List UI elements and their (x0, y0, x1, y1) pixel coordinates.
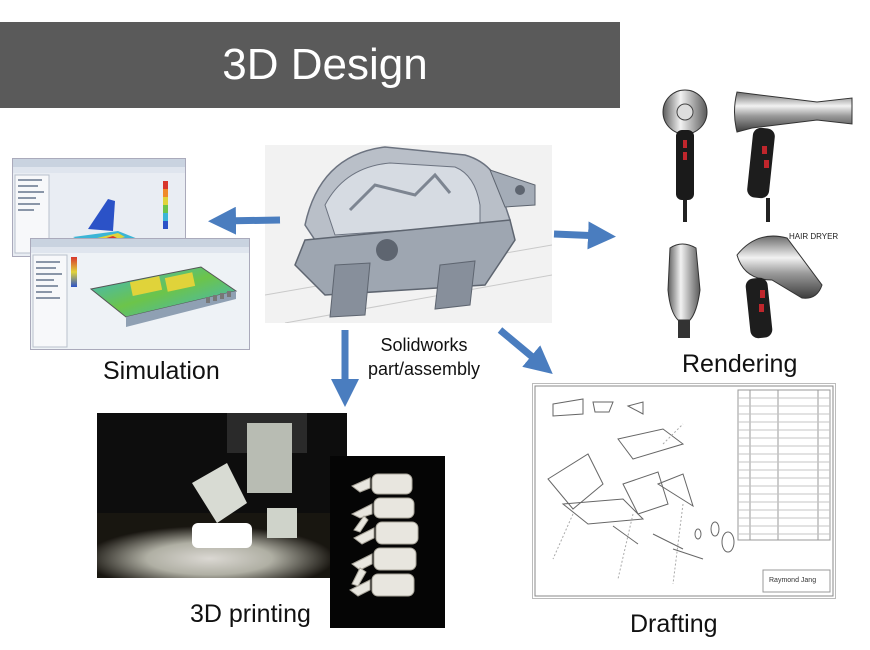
printed-spine-photo (330, 456, 445, 628)
3d-printing-label: 3D printing (190, 600, 311, 628)
arrow-to-simulation (208, 206, 281, 235)
render-product-label: HAIR DRYER (789, 232, 838, 241)
drafting-label: Drafting (630, 610, 718, 638)
rendering-label: Rendering (682, 350, 798, 378)
center-label-line-1: Solidworks (380, 335, 468, 355)
center-label-line-2: part/assembly (367, 359, 481, 379)
simulation-screenshot-front (30, 238, 250, 350)
arrow-to-drafting (497, 327, 553, 374)
simulation-label: Simulation (103, 357, 220, 385)
solidworks-model-image (265, 145, 552, 323)
drafting-drawing: Raymond Jang (532, 383, 836, 599)
title-banner (0, 22, 620, 108)
slide-title: 3D Design (222, 40, 428, 89)
drafting-signature: Raymond Jang (769, 577, 816, 584)
center-label: Solidworks part/assembly (360, 333, 488, 381)
arrow-to-rendering (553, 221, 616, 250)
3d-printing-photo (97, 413, 347, 578)
rendering-image: HAIR DRYER (652, 80, 864, 350)
